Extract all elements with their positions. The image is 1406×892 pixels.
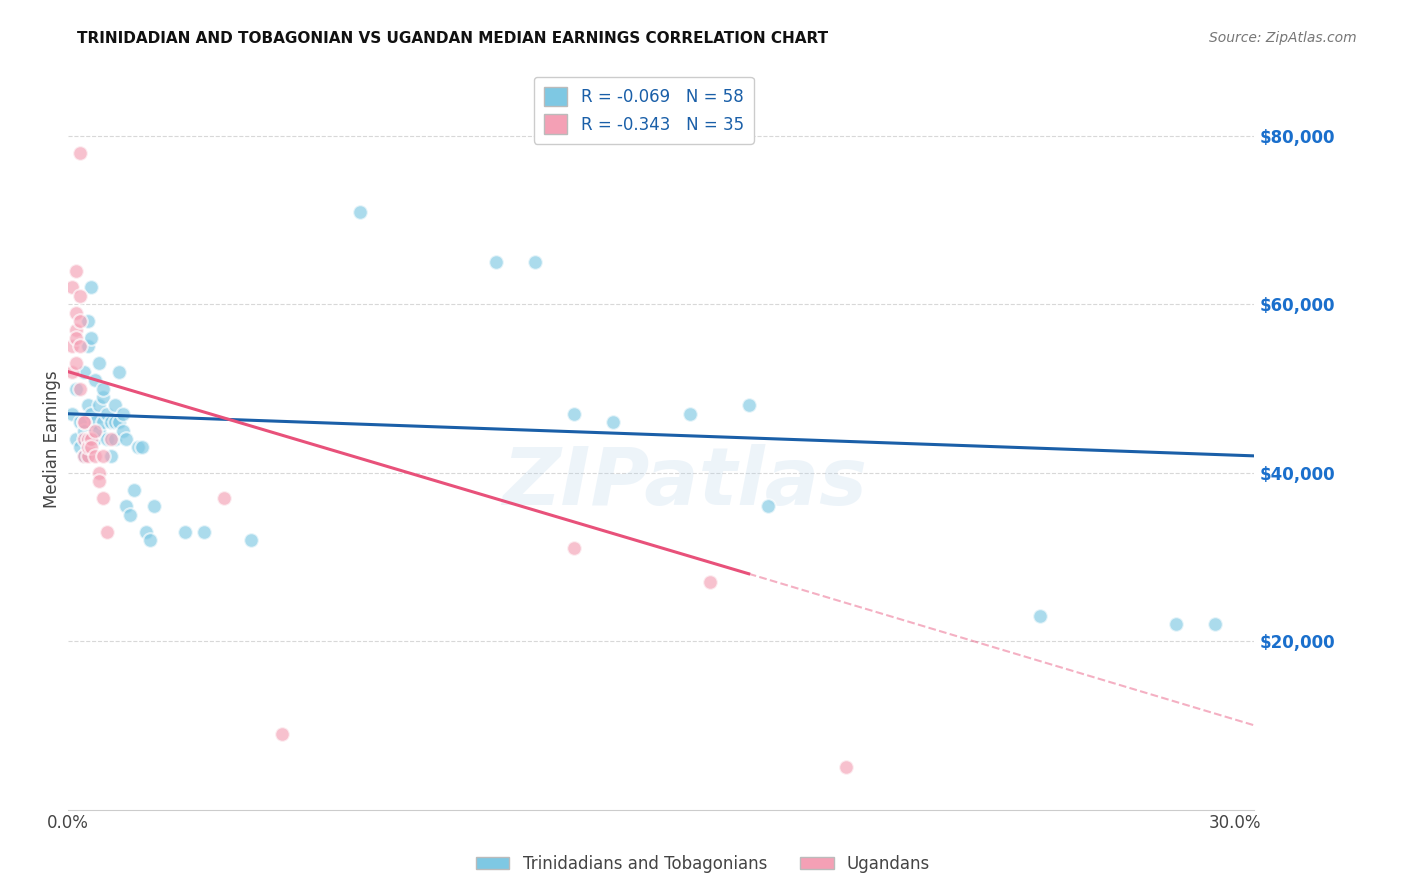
Point: [115, 500, 138, 514]
Point: [135, 524, 157, 539]
Point: [72, 449, 94, 463]
Point: [76, 398, 98, 412]
Point: [69, 145, 91, 160]
Point: [107, 415, 129, 429]
Point: [60, 407, 83, 421]
Text: ZIPatlas: ZIPatlas: [502, 444, 868, 523]
Point: [69, 314, 91, 328]
Point: [122, 483, 145, 497]
Point: [193, 524, 215, 539]
Point: [69, 289, 91, 303]
Point: [111, 424, 134, 438]
Point: [80, 432, 103, 446]
Point: [76, 432, 98, 446]
Point: [139, 533, 162, 547]
Point: [115, 432, 138, 446]
Point: [485, 255, 508, 269]
Point: [96, 432, 118, 446]
Point: [65, 263, 87, 277]
Point: [76, 449, 98, 463]
Point: [104, 432, 127, 446]
Point: [239, 533, 262, 547]
Point: [1166, 617, 1188, 632]
Point: [76, 339, 98, 353]
Point: [65, 331, 87, 345]
Legend: Trinidadians and Tobagonians, Ugandans: Trinidadians and Tobagonians, Ugandans: [470, 848, 936, 880]
Text: Source: ZipAtlas.com: Source: ZipAtlas.com: [1209, 31, 1357, 45]
Point: [107, 365, 129, 379]
Point: [756, 500, 779, 514]
Point: [65, 306, 87, 320]
Point: [562, 541, 585, 556]
Point: [80, 407, 103, 421]
Point: [84, 449, 107, 463]
Legend: R = -0.069   N = 58, R = -0.343   N = 35: R = -0.069 N = 58, R = -0.343 N = 35: [534, 77, 754, 144]
Point: [91, 390, 114, 404]
Point: [89, 398, 111, 412]
Point: [104, 415, 127, 429]
Point: [76, 314, 98, 328]
Point: [76, 432, 98, 446]
Point: [679, 407, 702, 421]
Point: [91, 382, 114, 396]
Point: [100, 415, 122, 429]
Point: [1204, 617, 1226, 632]
Point: [602, 415, 624, 429]
Point: [89, 424, 111, 438]
Point: [1029, 608, 1052, 623]
Point: [69, 339, 91, 353]
Point: [65, 322, 87, 336]
Point: [142, 500, 165, 514]
Point: [72, 432, 94, 446]
Point: [60, 339, 83, 353]
Point: [100, 449, 122, 463]
Point: [89, 466, 111, 480]
Point: [91, 415, 114, 429]
Point: [69, 382, 91, 396]
Point: [72, 415, 94, 429]
Point: [523, 255, 546, 269]
Point: [80, 331, 103, 345]
Y-axis label: Median Earnings: Median Earnings: [44, 370, 60, 508]
Point: [69, 441, 91, 455]
Point: [89, 356, 111, 370]
Point: [72, 415, 94, 429]
Point: [80, 280, 103, 294]
Point: [737, 398, 759, 412]
Point: [271, 727, 294, 741]
Point: [72, 449, 94, 463]
Point: [96, 524, 118, 539]
Point: [120, 508, 142, 522]
Point: [65, 356, 87, 370]
Point: [100, 432, 122, 446]
Point: [89, 474, 111, 488]
Point: [76, 441, 98, 455]
Point: [84, 424, 107, 438]
Point: [84, 432, 107, 446]
Point: [72, 365, 94, 379]
Point: [84, 373, 107, 387]
Point: [60, 280, 83, 294]
Point: [562, 407, 585, 421]
Point: [111, 407, 134, 421]
Point: [65, 432, 87, 446]
Point: [72, 424, 94, 438]
Point: [96, 407, 118, 421]
Point: [212, 491, 235, 505]
Point: [131, 441, 153, 455]
Text: TRINIDADIAN AND TOBAGONIAN VS UGANDAN MEDIAN EARNINGS CORRELATION CHART: TRINIDADIAN AND TOBAGONIAN VS UGANDAN ME…: [77, 31, 828, 46]
Point: [91, 491, 114, 505]
Point: [699, 575, 721, 590]
Point: [173, 524, 195, 539]
Point: [65, 382, 87, 396]
Point: [84, 415, 107, 429]
Point: [127, 441, 149, 455]
Point: [60, 365, 83, 379]
Point: [835, 760, 858, 774]
Point: [349, 204, 371, 219]
Point: [69, 415, 91, 429]
Point: [91, 449, 114, 463]
Point: [104, 398, 127, 412]
Point: [80, 441, 103, 455]
